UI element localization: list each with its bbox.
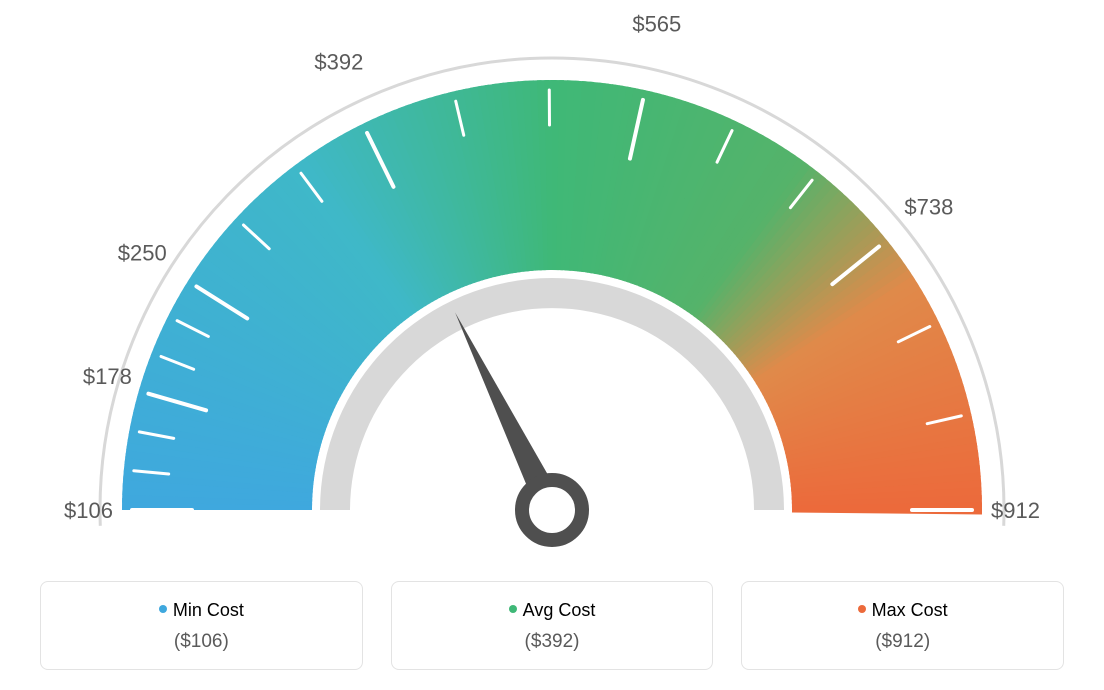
legend-min-label: Min Cost [51, 600, 352, 621]
svg-text:$178: $178 [83, 364, 132, 389]
legend-min-dot [159, 605, 167, 613]
svg-text:$738: $738 [904, 194, 953, 219]
legend-card-min: Min Cost ($106) [40, 581, 363, 670]
legend-min-label-text: Min Cost [173, 600, 244, 620]
svg-text:$392: $392 [314, 49, 363, 74]
gauge-svg: $106 $178 $250 $392 $565 $738 $912 [0, 0, 1104, 560]
legend-avg-value: ($392) [402, 631, 703, 653]
legend-card-max: Max Cost ($912) [741, 581, 1064, 670]
cost-gauge-chart: $106 $178 $250 $392 $565 $738 $912 Min Cost ($… [0, 0, 1104, 690]
legend-max-value: ($912) [752, 631, 1053, 653]
legend-avg-dot [509, 605, 517, 613]
svg-text:$106: $106 [64, 498, 113, 523]
legend-card-avg: Avg Cost ($392) [391, 581, 714, 670]
legend-max-label: Max Cost [752, 600, 1053, 621]
svg-text:$565: $565 [632, 11, 681, 36]
legend-avg-label: Avg Cost [402, 600, 703, 621]
legend-avg-label-text: Avg Cost [523, 600, 596, 620]
svg-text:$250: $250 [118, 240, 167, 265]
legend-max-dot [858, 605, 866, 613]
legend-max-label-text: Max Cost [872, 600, 948, 620]
svg-text:$912: $912 [991, 498, 1040, 523]
gauge-area: $106 $178 $250 $392 $565 $738 $912 [0, 0, 1104, 560]
legend-row: Min Cost ($106) Avg Cost ($392) Max Cost… [0, 581, 1104, 670]
legend-min-value: ($106) [51, 631, 352, 653]
